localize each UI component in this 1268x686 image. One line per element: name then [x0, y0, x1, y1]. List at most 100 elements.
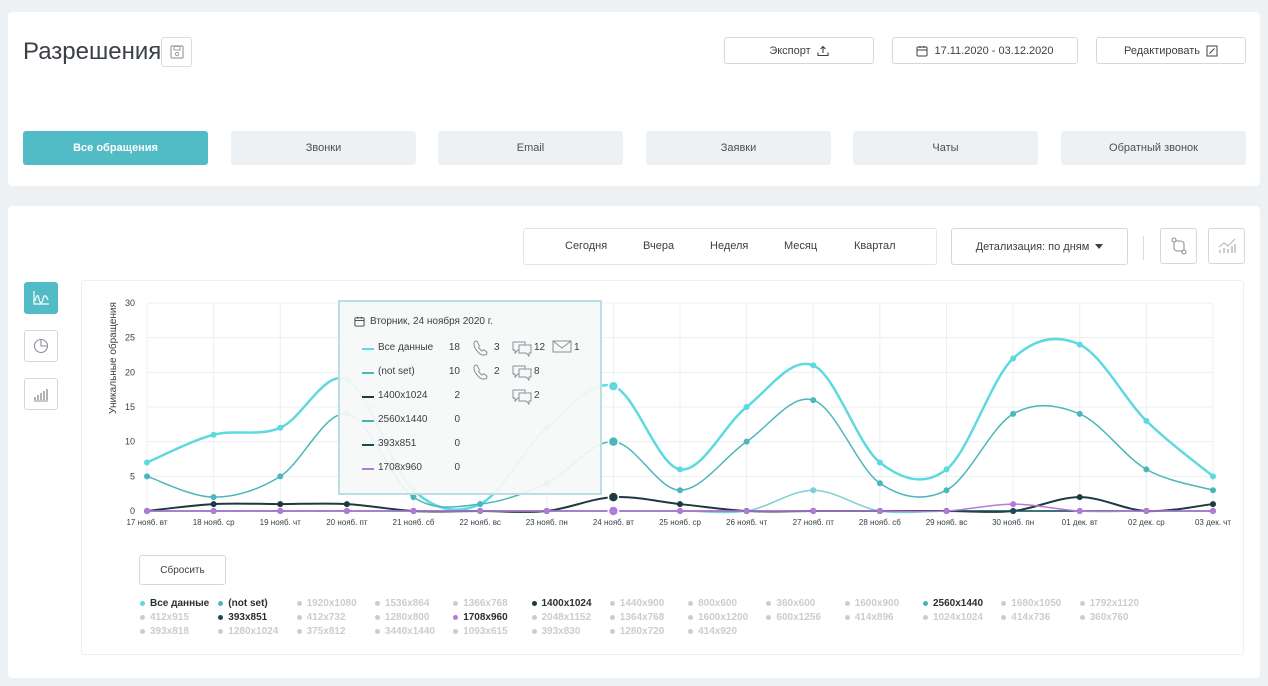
legend-item[interactable]: 1792x1120 [1079, 598, 1139, 609]
tab-email[interactable]: Email [438, 131, 623, 165]
legend-item[interactable]: 1600x900 [844, 598, 899, 609]
data-point[interactable] [1210, 487, 1216, 494]
data-point[interactable] [1210, 508, 1216, 514]
reset-button[interactable]: Сбросить [139, 555, 226, 585]
data-point[interactable] [277, 424, 284, 431]
data-point[interactable] [876, 480, 883, 487]
data-point[interactable] [477, 501, 484, 508]
data-point[interactable] [144, 473, 150, 480]
compare-button[interactable] [1160, 228, 1197, 264]
legend-item[interactable]: (not set) [218, 598, 268, 609]
legend-item[interactable]: 1280x720 [609, 626, 664, 637]
legend-item[interactable]: 1600x1200 [688, 612, 748, 623]
legend-item[interactable]: 393x851 [218, 612, 267, 623]
data-point[interactable] [1143, 508, 1150, 514]
legend-item[interactable]: 1280x1024 [218, 626, 278, 637]
data-point[interactable] [277, 473, 284, 480]
data-point[interactable] [943, 487, 950, 494]
legend-item[interactable]: 360x760 [1079, 612, 1129, 623]
data-point[interactable] [343, 508, 350, 514]
data-point[interactable] [410, 494, 417, 501]
data-point[interactable] [1010, 355, 1017, 362]
data-point[interactable] [677, 487, 683, 494]
data-point[interactable] [876, 459, 883, 466]
legend-item[interactable]: 1536x864 [374, 598, 429, 609]
data-point[interactable] [743, 438, 750, 445]
data-point[interactable] [743, 404, 750, 410]
legend-item[interactable]: Все данные [140, 598, 209, 609]
legend-item[interactable]: 3440x1440 [374, 626, 435, 637]
data-point[interactable] [1076, 410, 1083, 417]
data-point[interactable] [210, 508, 217, 514]
legend-item[interactable]: 2048x1152 [531, 612, 591, 623]
data-point[interactable] [144, 508, 150, 514]
period-month[interactable]: Месяц [784, 240, 818, 252]
legend-item[interactable]: 1440x900 [609, 598, 664, 609]
legend-item[interactable]: 414x736 [1001, 612, 1050, 623]
tab-calls[interactable]: Звонки [231, 131, 416, 165]
data-point[interactable] [410, 508, 417, 514]
legend-item[interactable]: 1093x615 [453, 626, 508, 637]
data-point[interactable] [210, 494, 217, 501]
legend-item[interactable]: 412x915 [140, 612, 189, 623]
data-point[interactable] [810, 508, 817, 514]
data-point[interactable] [277, 501, 284, 508]
line-chart-view-button[interactable] [24, 282, 58, 314]
legend-item[interactable]: 375x812 [296, 626, 346, 637]
data-point[interactable] [477, 508, 484, 514]
data-point[interactable] [144, 459, 150, 466]
period-yesterday[interactable]: Вчера [643, 240, 675, 252]
save-report-button[interactable] [161, 37, 192, 67]
tab-chats[interactable]: Чаты [853, 131, 1038, 165]
legend-item[interactable]: 1400x1024 [531, 598, 592, 609]
data-point[interactable] [810, 362, 817, 369]
legend-item[interactable]: 414x896 [844, 612, 894, 623]
data-point[interactable] [1210, 501, 1216, 508]
legend-item[interactable]: 412x732 [296, 612, 346, 623]
data-point[interactable] [1076, 494, 1083, 501]
data-point[interactable] [943, 466, 950, 473]
legend-item[interactable]: 1364x768 [609, 612, 664, 623]
export-button[interactable]: Экспорт [724, 37, 874, 64]
detail-dropdown[interactable]: Детализация: по дням [951, 228, 1128, 265]
legend-item[interactable]: 1708x960 [453, 612, 508, 623]
data-point[interactable] [210, 431, 217, 438]
data-point[interactable] [607, 435, 620, 448]
period-week[interactable]: Неделя [710, 240, 749, 252]
legend-item[interactable]: 393x830 [531, 626, 580, 637]
data-point[interactable] [1143, 466, 1150, 473]
legend-item[interactable]: 600x1256 [766, 612, 821, 623]
period-today[interactable]: Сегодня [565, 240, 608, 252]
data-point[interactable] [1010, 410, 1017, 417]
legend-item[interactable]: 1024x1024 [923, 612, 983, 623]
data-point[interactable] [876, 508, 883, 514]
tab-callback[interactable]: Обратный звонок [1061, 131, 1246, 165]
data-point[interactable] [343, 501, 350, 508]
legend-item[interactable]: 1366x768 [453, 598, 508, 609]
period-quarter[interactable]: Квартал [854, 240, 896, 252]
trend-chart-button[interactable] [1208, 228, 1245, 264]
data-point[interactable] [743, 508, 750, 514]
data-point[interactable] [607, 491, 620, 503]
data-point[interactable] [810, 487, 817, 494]
legend-item[interactable]: 2560x1440 [923, 598, 983, 609]
tab-all-requests[interactable]: Все обращения [23, 131, 208, 165]
legend-item[interactable]: 393x818 [140, 626, 189, 637]
data-point[interactable] [277, 508, 284, 514]
data-point[interactable] [607, 505, 620, 517]
data-point[interactable] [943, 508, 950, 514]
data-point[interactable] [543, 508, 550, 514]
data-point[interactable] [677, 466, 683, 473]
bar-chart-view-button[interactable] [24, 378, 58, 410]
data-point[interactable] [1143, 417, 1150, 424]
data-point[interactable] [1210, 473, 1216, 480]
data-point[interactable] [677, 508, 683, 514]
legend-item[interactable]: 414x920 [688, 626, 737, 637]
data-point[interactable] [210, 501, 217, 508]
data-point[interactable] [1076, 508, 1083, 514]
legend-item[interactable]: 360x600 [766, 598, 815, 609]
legend-item[interactable]: 1280x800 [374, 612, 429, 623]
tab-requests[interactable]: Заявки [646, 131, 831, 165]
data-point[interactable] [677, 501, 683, 508]
data-point[interactable] [1076, 341, 1083, 348]
